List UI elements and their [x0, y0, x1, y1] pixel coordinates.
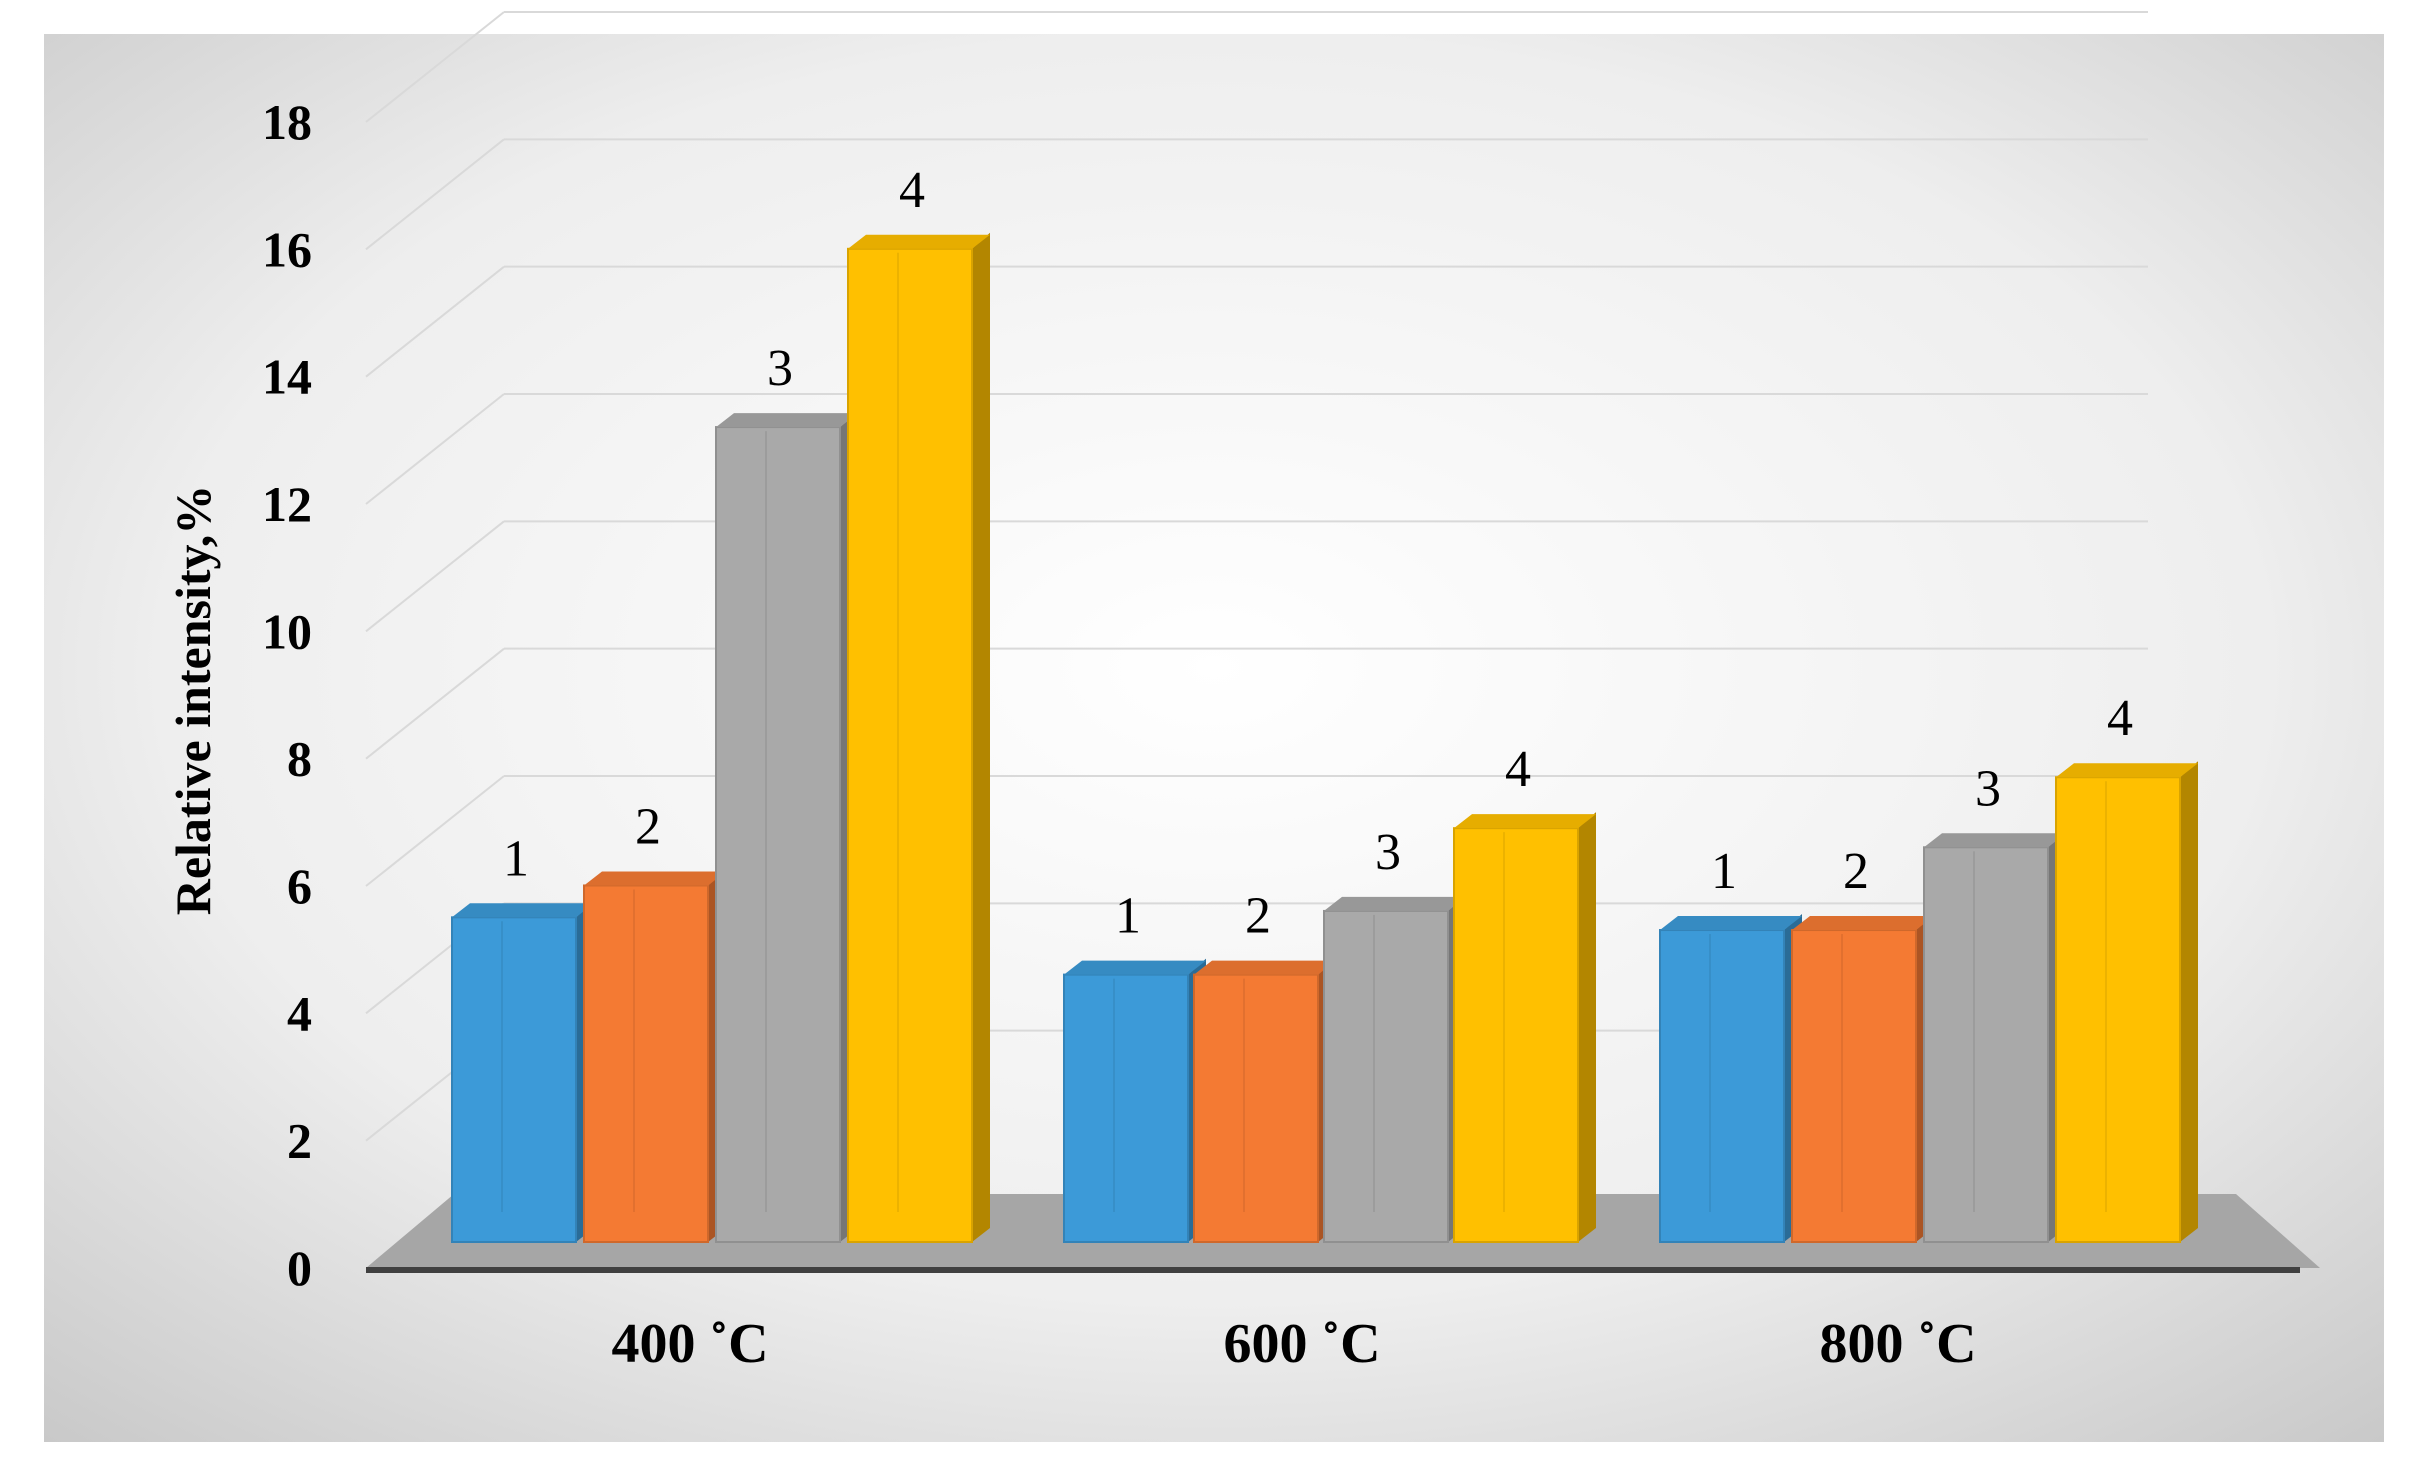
- y-tick-label: 2: [287, 1113, 312, 1169]
- y-tick-label: 10: [262, 603, 312, 659]
- bar-series-label: 3: [767, 340, 793, 397]
- x-tick-label: 800 ˚C: [1819, 1313, 1976, 1375]
- y-tick-label: 0: [287, 1240, 312, 1296]
- bar-top: [716, 413, 858, 428]
- bar-top: [1454, 814, 1596, 829]
- bar: [1323, 909, 1449, 1244]
- bar-series-label: 2: [635, 798, 661, 855]
- bar-side: [2180, 761, 2198, 1242]
- y-tick-label: 18: [262, 94, 312, 150]
- bar-top: [584, 871, 726, 886]
- gridline-side: [365, 520, 505, 633]
- bar-series-label: 2: [1843, 843, 1869, 900]
- gridline-side: [365, 138, 505, 251]
- bar-series-label: 3: [1375, 824, 1401, 881]
- x-tick-label: 600 ˚C: [1223, 1313, 1380, 1375]
- y-tick-label: 8: [287, 731, 312, 787]
- gridline-side: [365, 393, 505, 505]
- bar-top: [1924, 833, 2066, 848]
- bar: [847, 247, 973, 1244]
- bar-top: [1064, 960, 1206, 975]
- bars-layer: [451, 232, 2198, 1244]
- bar: [1791, 929, 1917, 1243]
- bar: [1923, 846, 2049, 1243]
- bar-top: [1792, 916, 1934, 931]
- bar: [1193, 973, 1319, 1243]
- bar-series-label: 3: [1975, 760, 2001, 817]
- bar-series-label: 4: [899, 162, 925, 219]
- bar-top: [1660, 916, 1802, 931]
- bar: [451, 916, 577, 1243]
- bar-top: [848, 234, 990, 249]
- gridline-side: [365, 265, 505, 378]
- bar: [2055, 776, 2181, 1243]
- labels-layer: 1 2 3 4 1 2 3 4 1 2 3 4: [503, 162, 2133, 945]
- bar-series-label: 1: [1115, 888, 1141, 945]
- bar-top: [1194, 960, 1336, 975]
- bar-series-label: 1: [1711, 843, 1737, 900]
- gridline-side: [365, 775, 505, 887]
- bar-series-label: 4: [1505, 741, 1531, 798]
- x-tick-label: 400 ˚C: [611, 1313, 768, 1375]
- gridline-side: [365, 11, 505, 123]
- bar-top: [1324, 896, 1466, 911]
- bar: [715, 426, 841, 1244]
- bar-side: [1578, 812, 1596, 1242]
- bar-top: [452, 903, 594, 918]
- bar: [1063, 973, 1189, 1243]
- y-tick-label: 4: [287, 985, 312, 1041]
- bar-series-label: 1: [503, 830, 529, 887]
- y-tick-label: 16: [262, 221, 312, 277]
- y-axis-title: Relative intensity,%: [165, 485, 221, 916]
- bar: [1659, 929, 1785, 1243]
- bar-side: [972, 232, 990, 1243]
- bar: [1453, 827, 1579, 1244]
- y-tick-label: 14: [262, 349, 312, 405]
- bar: [583, 884, 709, 1243]
- bar-top: [2056, 763, 2198, 778]
- y-tick-label: 6: [287, 858, 312, 914]
- bar-series-label: 2: [1245, 888, 1271, 945]
- y-tick-label: 12: [262, 476, 312, 532]
- gridline-side: [365, 647, 505, 760]
- bar-series-label: 4: [2107, 690, 2133, 747]
